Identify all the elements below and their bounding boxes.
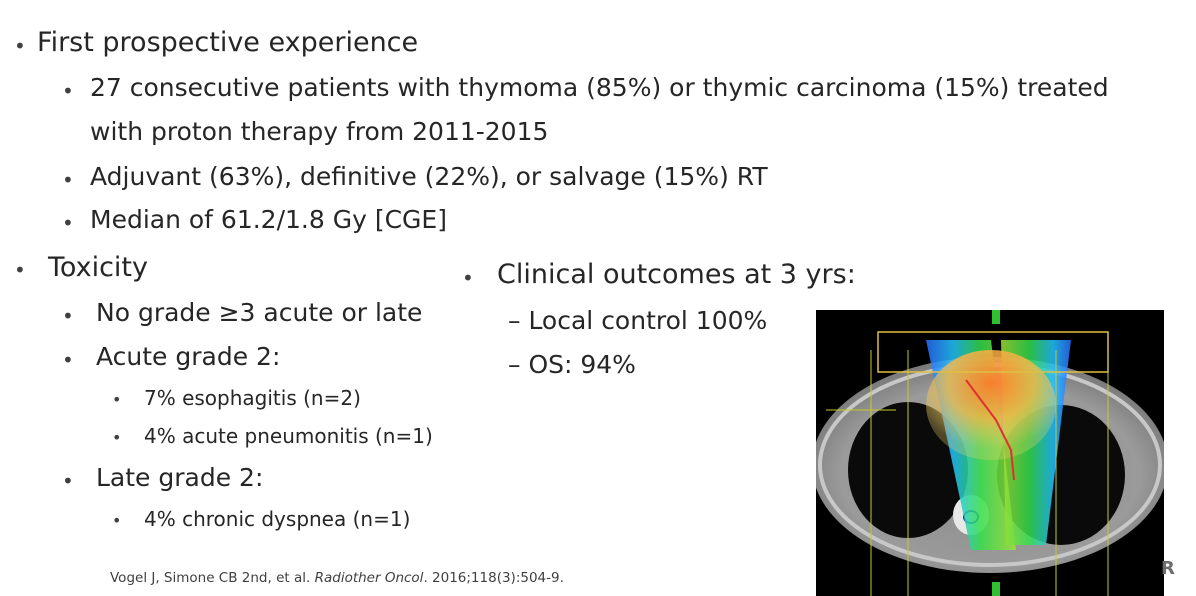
bullet: • bbox=[112, 428, 122, 447]
item-rt-type: Adjuvant (63%), definitive (22%), or sal… bbox=[90, 162, 768, 191]
bullet: • bbox=[62, 211, 74, 235]
item-dyspnea: 4% chronic dyspnea (n=1) bbox=[144, 507, 411, 531]
item-esophagitis: 7% esophagitis (n=2) bbox=[144, 386, 361, 410]
heading-clinical-outcomes: Clinical outcomes at 3 yrs: bbox=[497, 259, 856, 290]
item-patients: 27 consecutive patients with thymoma (85… bbox=[90, 73, 1109, 102]
heading-first-prospective: First prospective experience bbox=[37, 27, 419, 58]
bullet: • bbox=[112, 390, 122, 409]
bullet: • bbox=[62, 304, 74, 328]
bullet: • bbox=[62, 168, 74, 192]
corner-text: R bbox=[1161, 558, 1175, 579]
citation-authors: Vogel J, Simone CB 2nd, et al. bbox=[110, 570, 315, 586]
bullet: • bbox=[62, 79, 74, 103]
item-local-control: – Local control 100% bbox=[508, 306, 768, 335]
citation-journal: Radiother Oncol bbox=[314, 570, 424, 586]
ct-scan-graphic bbox=[816, 310, 1164, 596]
bullet: • bbox=[112, 511, 122, 530]
bullet: • bbox=[62, 469, 74, 493]
item-late-grade2: Late grade 2: bbox=[96, 463, 264, 492]
citation: Vogel J, Simone CB 2nd, et al. Radiother… bbox=[110, 570, 564, 586]
citation-details: . 2016;118(3):504-9. bbox=[423, 570, 564, 586]
bullet: • bbox=[62, 348, 74, 372]
item-acute-grade2: Acute grade 2: bbox=[96, 342, 281, 371]
item-patients-cont: with proton therapy from 2011-2015 bbox=[90, 117, 549, 146]
bullet: • bbox=[462, 266, 474, 290]
heading-toxicity: Toxicity bbox=[48, 252, 148, 283]
item-pneumonitis: 4% acute pneumonitis (n=1) bbox=[144, 424, 433, 448]
item-median-dose: Median of 61.2/1.8 Gy [CGE] bbox=[90, 205, 447, 234]
bullet: • bbox=[14, 34, 26, 58]
item-no-grade3: No grade ≥3 acute or late bbox=[96, 298, 423, 327]
item-os: – OS: 94% bbox=[508, 350, 636, 379]
bullet: • bbox=[14, 258, 26, 282]
ct-dose-distribution-image bbox=[816, 310, 1164, 596]
